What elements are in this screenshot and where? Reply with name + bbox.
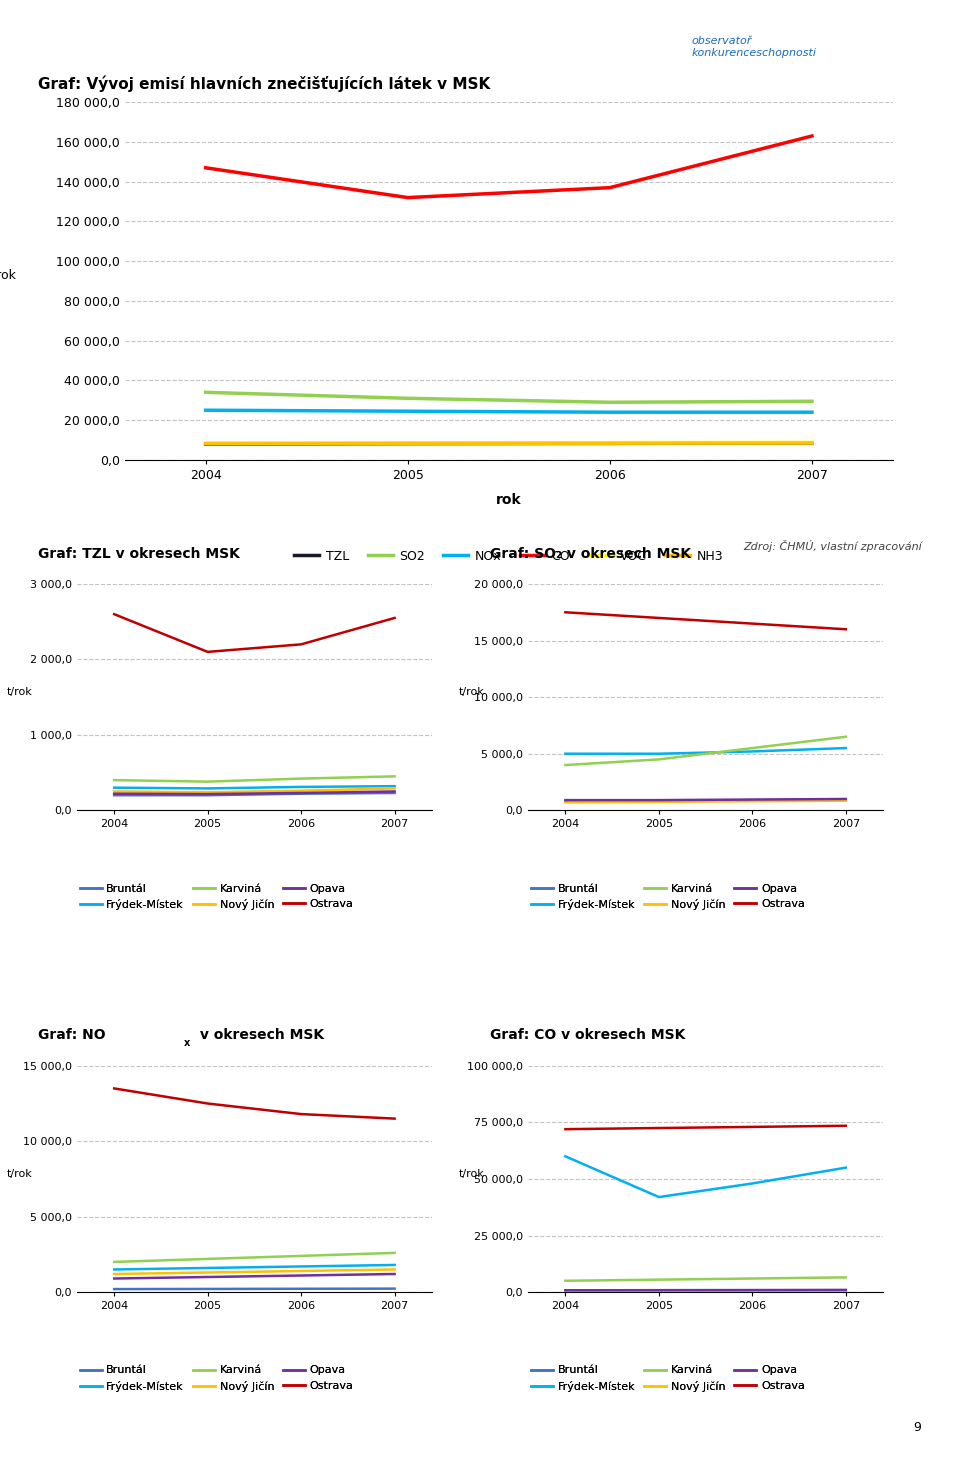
Text: observatoř
konkurenceschopnosti: observatoř konkurenceschopnosti — [691, 36, 816, 58]
Text: Zdroj: ČHMÚ, vlastní zpracování: Zdroj: ČHMÚ, vlastní zpracování — [743, 540, 922, 552]
Y-axis label: t/rok: t/rok — [7, 688, 33, 698]
Y-axis label: t/rok: t/rok — [0, 269, 16, 280]
X-axis label: rok: rok — [496, 493, 521, 507]
Text: v okresech MSK: v okresech MSK — [195, 1028, 324, 1042]
Text: Graf: TZL v okresech MSK: Graf: TZL v okresech MSK — [38, 546, 240, 561]
Y-axis label: t/rok: t/rok — [7, 1169, 33, 1180]
Legend: Bruntál, Frýdek-Místek, Karviná, Nový Jičín, Opava, Ostrava: Bruntál, Frýdek-Místek, Karviná, Nový Ji… — [526, 1361, 809, 1396]
Legend: TZL, SO2, NOx, CO, VOC, NH3: TZL, SO2, NOx, CO, VOC, NH3 — [289, 545, 729, 568]
Legend: Bruntál, Frýdek-Místek, Karviná, Nový Jičín, Opava, Ostrava: Bruntál, Frýdek-Místek, Karviná, Nový Ji… — [75, 1361, 358, 1396]
Text: Graf: NO: Graf: NO — [38, 1028, 106, 1042]
Text: Graf: SO₂ v okresech MSK: Graf: SO₂ v okresech MSK — [490, 546, 691, 561]
Text: 9: 9 — [914, 1421, 922, 1434]
Y-axis label: t/rok: t/rok — [458, 1169, 484, 1180]
Legend: Bruntál, Frýdek-Místek, Karviná, Nový Jičín, Opava, Ostrava: Bruntál, Frýdek-Místek, Karviná, Nový Ji… — [75, 879, 358, 914]
Text: x: x — [183, 1038, 190, 1048]
Legend: Bruntál, Frýdek-Místek, Karviná, Nový Jičín, Opava, Ostrava: Bruntál, Frýdek-Místek, Karviná, Nový Ji… — [526, 879, 809, 914]
Text: Graf: CO v okresech MSK: Graf: CO v okresech MSK — [490, 1028, 685, 1042]
Y-axis label: t/rok: t/rok — [458, 688, 484, 698]
Text: Graf: Vývoj emisí hlavních znečišťujících látek v MSK: Graf: Vývoj emisí hlavních znečišťujícíc… — [38, 76, 491, 92]
